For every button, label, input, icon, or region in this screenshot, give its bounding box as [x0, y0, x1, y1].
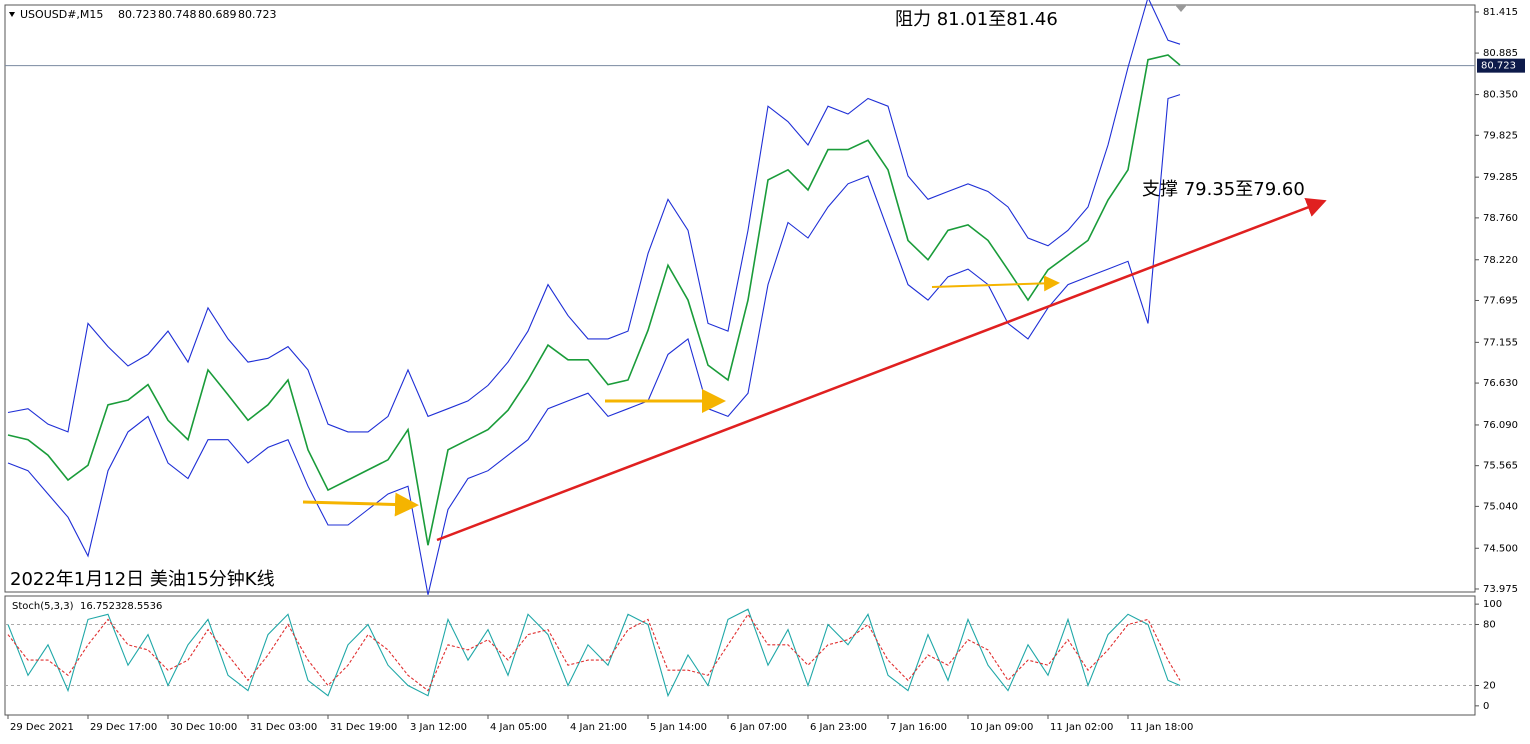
y-tick-label: 75.040	[1483, 501, 1518, 512]
y-tick-label: 77.155	[1483, 337, 1518, 348]
y-tick-label: 80.885	[1483, 48, 1518, 59]
x-tick-label: 4 Jan 05:00	[490, 722, 547, 733]
series-line	[7, 608, 1181, 698]
support-arrow	[931, 275, 1060, 292]
y-tick-label: 79.825	[1483, 130, 1518, 141]
current-price-label: 80.723	[1481, 61, 1516, 72]
x-tick-label: 30 Dec 10:00	[170, 722, 237, 733]
ohlc-high: 80.748	[158, 8, 197, 21]
plots: 81.415 80.885 80.350 79.825 79.285 78.760 78.2…	[5, 0, 1525, 733]
x-tick-label: 29 Dec 17:00	[90, 722, 157, 733]
y-tick-label: 78.760	[1483, 213, 1518, 224]
x-tick-label: 10 Jan 09:00	[970, 722, 1033, 733]
y-tick-label: 74.500	[1483, 543, 1518, 554]
x-tick-label: 31 Dec 03:00	[250, 722, 317, 733]
annotation: 支撑 79.35至79.60	[1142, 179, 1305, 200]
ohlc-low: 80.689	[198, 8, 237, 21]
y-tick-label: 100	[1483, 599, 1502, 610]
y-tick-label: 78.220	[1483, 255, 1518, 266]
x-tick-label: 3 Jan 12:00	[410, 722, 467, 733]
x-tick-label: 29 Dec 2021	[10, 722, 74, 733]
price-panel	[4, 4, 1476, 593]
x-tick-label: 11 Jan 18:00	[1130, 722, 1193, 733]
support-arrow	[302, 492, 419, 517]
indicator-readout: 16.7523	[80, 601, 121, 612]
y-tick-label: 80.350	[1483, 90, 1518, 101]
x-tick-label: 7 Jan 16:00	[890, 722, 947, 733]
series-line	[7, 613, 1181, 692]
current-price-box	[1477, 58, 1525, 73]
annotation: 阻力 81.01至81.46	[895, 9, 1058, 30]
annotation: 2022年1月12日 美油15分钟K线	[10, 569, 275, 590]
y-tick-label: 81.415	[1483, 7, 1518, 18]
x-tick-label: 6 Jan 23:00	[810, 722, 867, 733]
x-tick-label: 5 Jan 14:00	[650, 722, 707, 733]
trend-line	[436, 198, 1327, 542]
y-tick-label: 76.090	[1483, 420, 1518, 431]
y-tick-label: 20	[1483, 681, 1496, 692]
y-tick-label: 73.975	[1483, 584, 1518, 595]
y-tick-label: 0	[1483, 701, 1489, 712]
x-tick-label: 4 Jan 21:00	[570, 722, 627, 733]
y-tick-label: 80	[1483, 619, 1496, 630]
series-line	[7, 94, 1181, 595]
x-tick-label: 6 Jan 07:00	[730, 722, 787, 733]
stoch-panel	[4, 595, 1476, 716]
symbol: USOUSD#,M15	[20, 8, 103, 21]
indicator-readout: 28.5536	[121, 601, 162, 612]
y-tick-label: 75.565	[1483, 461, 1518, 472]
series-line	[7, 54, 1181, 546]
ohlc-open: 80.723	[118, 8, 157, 21]
y-tick-label: 76.630	[1483, 378, 1518, 389]
menu-triangle	[9, 12, 15, 17]
series-line	[7, 0, 1181, 433]
x-tick-label: 11 Jan 02:00	[1050, 722, 1113, 733]
x-tick-label: 31 Dec 19:00	[330, 722, 397, 733]
ohlc-close: 80.723	[238, 8, 277, 21]
marker-triangle	[1175, 5, 1187, 12]
y-tick-label: 79.285	[1483, 172, 1518, 183]
y-tick-label: 77.695	[1483, 295, 1518, 306]
indicator-name: Stoch(5,3,3)	[12, 601, 74, 612]
